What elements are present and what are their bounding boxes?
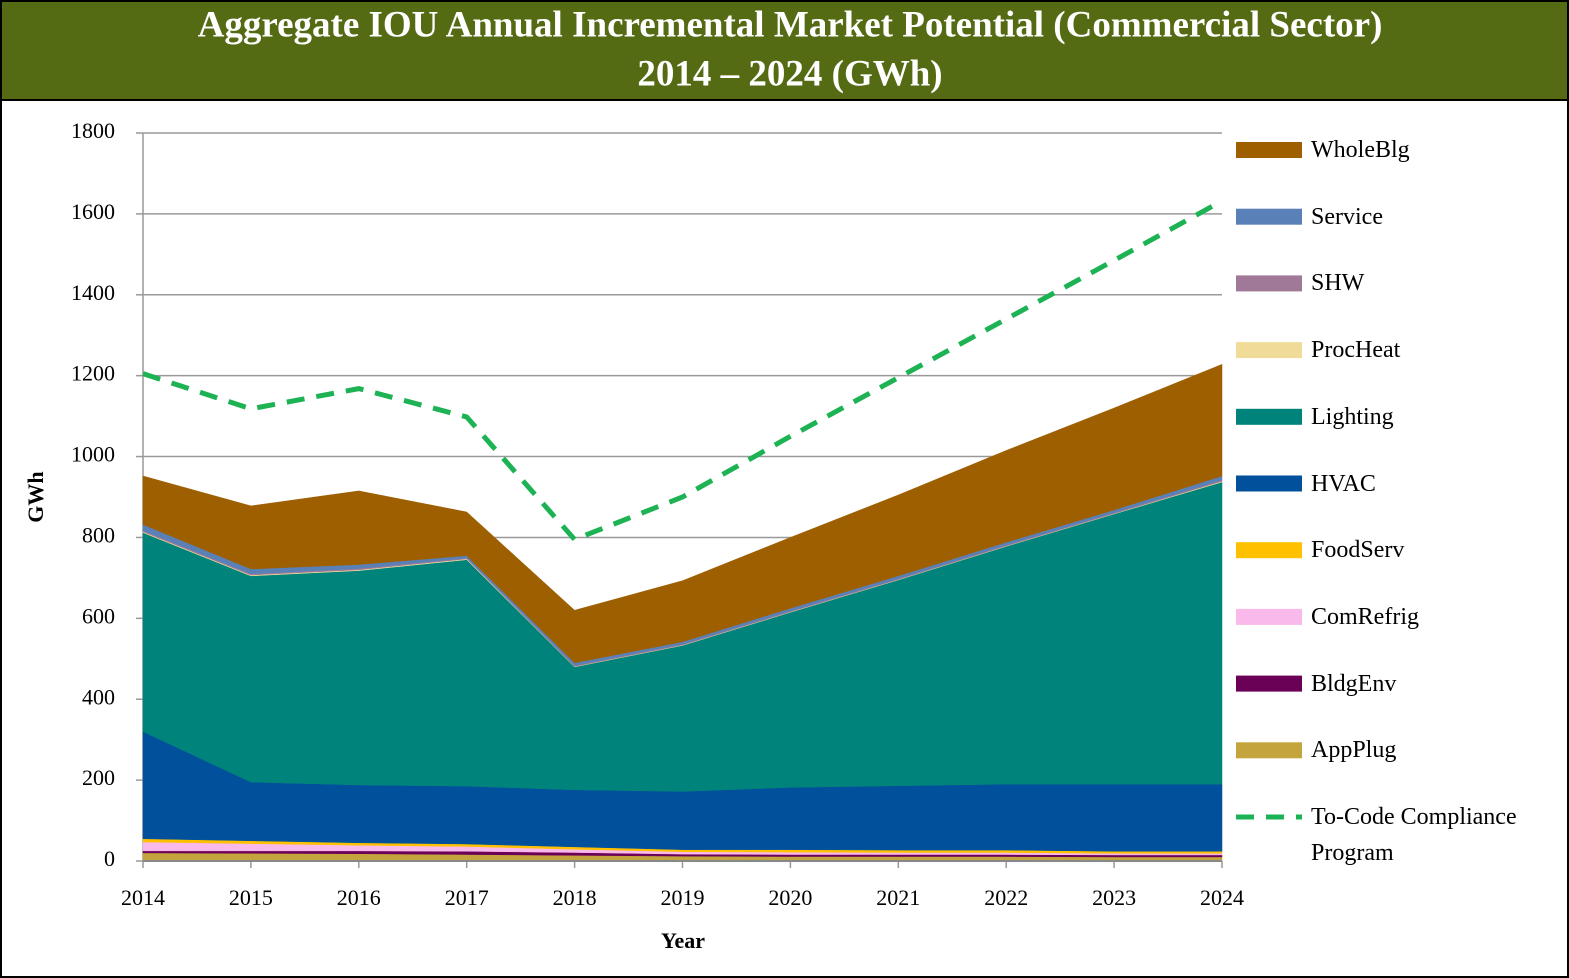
legend-swatch: [1236, 142, 1302, 158]
chart-title: Aggregate IOU Annual Incremental Market …: [198, 4, 1383, 45]
x-tick-label: 2016: [337, 885, 381, 910]
x-tick-label: 2014: [121, 885, 165, 910]
y-tick-label: 1200: [71, 361, 115, 386]
legend-label: Lighting: [1311, 403, 1394, 430]
x-tick-label: 2017: [445, 885, 489, 910]
line: [142, 198, 1224, 543]
title-bar: [0, 0, 1569, 101]
x-tick-label: 2020: [768, 885, 812, 910]
legend-swatch: [1236, 542, 1302, 559]
legend-swatch: [1236, 275, 1302, 292]
legend-label: WholeBlg: [1311, 137, 1410, 163]
x-tick-label: 2015: [229, 885, 273, 910]
legend-label: BldgEnv: [1311, 670, 1397, 697]
x-axis-label: Year: [661, 928, 705, 953]
legend-label: ProcHeat: [1311, 337, 1401, 364]
y-tick-label: 200: [82, 765, 115, 790]
legend-swatch: [1236, 675, 1302, 692]
legend-label: ComRefrig: [1311, 603, 1419, 630]
legend-label: AppPlug: [1311, 737, 1397, 764]
x-tick-label: 2021: [876, 885, 920, 910]
chart-title: 2014 – 2024 (GWh): [637, 53, 942, 94]
legend-label: To-Code Compliance Program: [1311, 804, 1517, 866]
y-tick-label: 600: [82, 603, 115, 628]
y-tick-label: 1600: [71, 199, 115, 224]
legend-swatch: [1236, 475, 1302, 492]
area: [142, 363, 1223, 664]
y-axis-label: GWh: [23, 471, 48, 522]
legend-label: Service: [1311, 203, 1383, 230]
x-tick-label: 2019: [661, 885, 705, 910]
y-tick-label: 1400: [71, 280, 115, 305]
x-tick-label: 2024: [1200, 885, 1244, 910]
legend-label: FoodServ: [1311, 537, 1405, 564]
legend-label: HVAC: [1311, 470, 1376, 497]
y-tick-label: 0: [104, 846, 115, 871]
legend-swatch: [1236, 742, 1302, 759]
legend-swatch: [1236, 408, 1302, 425]
x-tick-label: 2018: [553, 885, 597, 910]
legend-swatch: [1236, 342, 1302, 359]
x-tick-label: 2023: [1092, 885, 1136, 910]
legend-label: SHW: [1311, 270, 1365, 297]
y-tick-label: 1000: [71, 442, 115, 467]
y-tick-label: 400: [82, 684, 115, 709]
y-tick-label: 800: [82, 522, 115, 547]
y-tick-label: 1800: [71, 118, 115, 143]
legend-swatch: [1236, 208, 1302, 225]
x-tick-label: 2022: [984, 885, 1028, 910]
legend-swatch: [1236, 608, 1302, 625]
